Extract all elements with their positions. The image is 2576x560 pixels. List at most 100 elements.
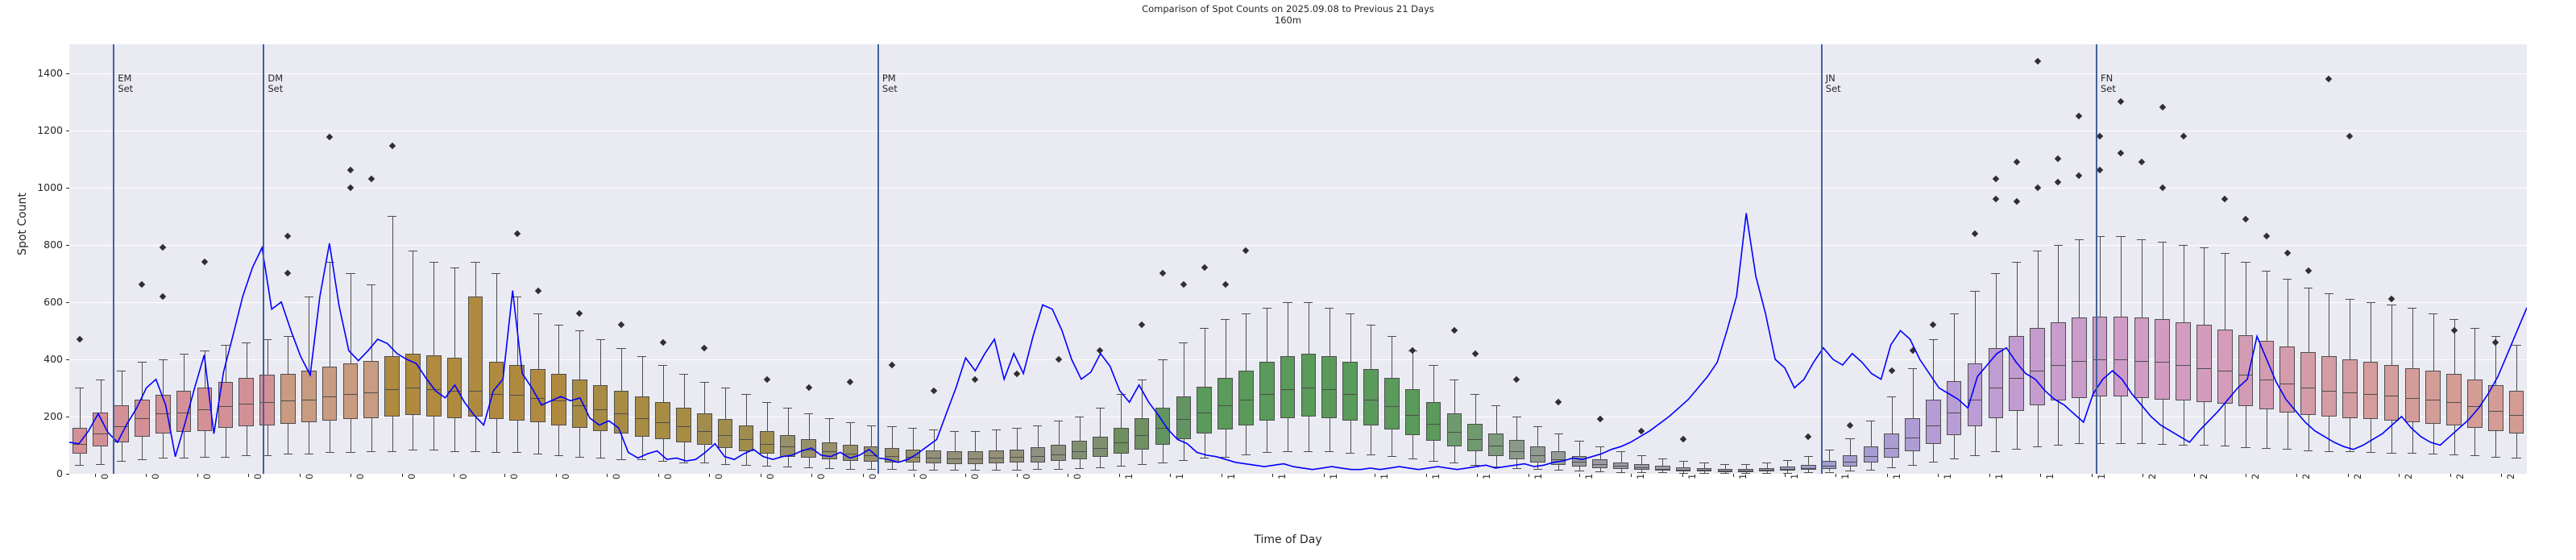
boxplot-median [1425, 423, 1441, 425]
boxplot-whisker [1849, 438, 1851, 471]
boxplot-whisker-cap [2137, 443, 2147, 445]
boxplot-box [1030, 447, 1046, 463]
boxplot-box [1072, 441, 1087, 460]
boxplot-median [259, 402, 275, 404]
boxplot-whisker-cap [325, 262, 334, 263]
x-axis-tick-mark [1682, 474, 1683, 477]
boxplot-whisker-cap [1262, 307, 1271, 309]
boxplot-whisker-cap [2074, 239, 2084, 240]
boxplot-whisker-cap [221, 345, 230, 346]
boxplot-whisker [1704, 462, 1706, 473]
boxplot-whisker-cap [2345, 451, 2354, 453]
boxplot-whisker-cap [1991, 273, 2001, 275]
boxplot-median [822, 451, 837, 453]
chart-title: Comparison of Spot Counts on 2025.09.08 … [1142, 3, 1434, 15]
boxplot-whisker-cap [533, 313, 543, 314]
event-marker-line [2095, 44, 2097, 474]
boxplot-box [2051, 321, 2066, 401]
boxplot-box [1446, 413, 1462, 447]
boxplot-box [2113, 316, 2129, 397]
boxplot-median [72, 443, 88, 445]
boxplot-box [2009, 336, 2025, 411]
boxplot-median [947, 458, 962, 459]
boxplot-median [676, 426, 691, 428]
boxplot-whisker-cap [1346, 452, 1355, 454]
boxplot-box [1217, 377, 1233, 429]
boxplot-median [1884, 448, 1899, 450]
boxplot-median [1655, 468, 1670, 470]
boxplot-box [239, 377, 254, 427]
boxplot-whisker-cap [1741, 472, 1751, 474]
event-marker-label: FN Set [2100, 73, 2116, 94]
boxplot-box [1009, 449, 1025, 463]
y-axis-tick-mark [66, 301, 69, 303]
boxplot-median [1321, 389, 1338, 391]
boxplot-box [1655, 466, 1670, 471]
boxplot-whisker-cap [2116, 442, 2126, 444]
boxplot-whisker-cap [1283, 301, 1292, 303]
boxplot-whisker-cap [2241, 446, 2250, 448]
boxplot-whisker-cap [1803, 455, 1813, 457]
boxplot-whisker [933, 429, 935, 470]
boxplot-whisker-cap [824, 417, 834, 419]
boxplot-whisker-cap [741, 393, 751, 395]
boxplot-whisker-cap [1720, 472, 1730, 474]
boxplot-box [1780, 467, 1795, 471]
boxplot-whisker-cap [2470, 327, 2479, 329]
boxplot-whisker [1058, 421, 1060, 469]
boxplot-whisker-cap [2324, 450, 2334, 452]
x-axis-tick-mark [1989, 474, 1990, 477]
boxplot-median [759, 443, 775, 445]
boxplot-whisker-cap [1887, 396, 1897, 398]
boxplot-whisker-cap [2137, 239, 2147, 240]
boxplot-whisker-cap [824, 467, 834, 469]
boxplot-whisker [1683, 460, 1685, 473]
boxplot-median [1800, 467, 1816, 469]
boxplot-median [1093, 448, 1108, 450]
boxplot-whisker-cap [1782, 459, 1792, 461]
boxplot-whisker [975, 430, 977, 470]
boxplot-whisker-cap [1657, 458, 1667, 459]
x-axis-tick-mark [1170, 474, 1172, 477]
boxplot-median [1155, 428, 1171, 429]
y-axis-tick-mark [66, 244, 69, 246]
boxplot-box [2300, 351, 2316, 416]
boxplot-median [2446, 402, 2462, 404]
x-axis-tick-mark [299, 474, 301, 477]
boxplot-whisker [1662, 458, 1664, 473]
boxplot-whisker [1766, 463, 1768, 473]
boxplot-box [2196, 325, 2212, 403]
boxplot-whisker-cap [991, 429, 1001, 430]
boxplot-median [1759, 470, 1774, 471]
boxplot-whisker-cap [1928, 462, 1938, 463]
x-axis-tick-mark [2296, 474, 2298, 477]
boxplot-whisker-cap [2053, 244, 2063, 246]
boxplot-whisker-cap [2408, 453, 2417, 454]
boxplot-median [467, 390, 483, 392]
boxplot-whisker-cap [804, 467, 814, 469]
gridline [69, 244, 2527, 246]
boxplot-box [926, 450, 941, 464]
boxplot-whisker-cap [699, 382, 709, 384]
boxplot-whisker-cap [1075, 467, 1085, 469]
boxplot-whisker-cap [575, 456, 584, 458]
boxplot-median [2487, 410, 2503, 412]
boxplot-whisker-cap [2012, 262, 2022, 263]
boxplot-whisker-cap [1533, 469, 1542, 471]
boxplot-whisker-cap [1803, 472, 1813, 474]
boxplot-box [405, 353, 421, 416]
boxplot-whisker-cap [1387, 455, 1396, 457]
boxplot-whisker-cap [1012, 469, 1022, 471]
x-axis-tick-mark [1272, 474, 1274, 477]
boxplot-box [1425, 402, 1441, 442]
boxplot-box [1467, 423, 1483, 452]
plot-area: EM Set DM Set PM Set JN Set FN Set [69, 44, 2527, 474]
y-axis-tick-mark [66, 187, 69, 189]
boxplot-median [1259, 393, 1275, 395]
boxplot-whisker-cap [1471, 393, 1480, 395]
boxplot-whisker-cap [1116, 466, 1126, 467]
boxplot-whisker [1017, 428, 1018, 470]
boxplot-whisker-cap [845, 468, 855, 470]
boxplot-median [1134, 435, 1150, 437]
boxplot-whisker-cap [658, 461, 668, 462]
